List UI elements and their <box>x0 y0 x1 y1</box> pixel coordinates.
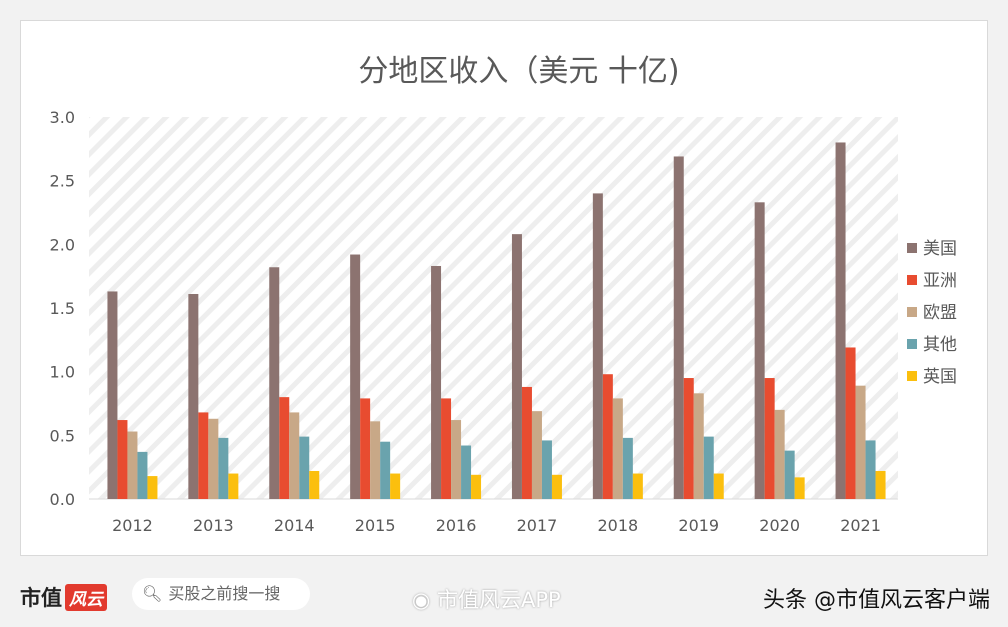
bar-2018-亚洲 <box>602 374 613 499</box>
x-tick-label: 2015 <box>355 516 396 535</box>
footer-bar: 市值 风云 🔍︎ 买股之前搜一搜 ◉ 市值风云APP 头条 @市值风云客户端 <box>0 570 1008 627</box>
x-tick-label: 2017 <box>517 516 558 535</box>
bar-2015-欧盟 <box>370 421 381 499</box>
legend-label: 英国 <box>923 367 957 387</box>
bar-2016-美国 <box>431 265 442 499</box>
x-tick-label: 2019 <box>678 516 719 535</box>
bar-2020-亚洲 <box>764 378 775 499</box>
weibo-text: 市值风云APP <box>437 588 561 612</box>
legend-swatch <box>907 307 917 317</box>
bar-2020-英国 <box>794 477 805 499</box>
bar-2019-英国 <box>713 473 724 499</box>
legend-label: 欧盟 <box>923 303 957 323</box>
bar-2014-其他 <box>299 436 310 499</box>
x-tick-label: 2020 <box>759 516 800 535</box>
logo-badge: 风云 <box>65 584 107 611</box>
search-icon: 🔍︎ <box>142 584 163 603</box>
toutiao-credit: 头条 @市值风云客户端 <box>763 588 990 613</box>
bar-2015-亚洲 <box>360 398 371 499</box>
legend-swatch <box>907 275 917 285</box>
bar-2017-美国 <box>511 234 522 499</box>
x-tick-label: 2021 <box>840 516 881 535</box>
x-tick-label: 2016 <box>436 516 477 535</box>
bar-2017-其他 <box>541 440 552 499</box>
bar-2014-欧盟 <box>289 412 300 499</box>
legend-swatch <box>907 371 917 381</box>
bar-2014-美国 <box>269 267 280 499</box>
logo-text: 市值 <box>20 586 62 610</box>
bar-2021-其他 <box>865 440 876 499</box>
y-tick-label: 2.5 <box>50 172 75 191</box>
bar-2021-欧盟 <box>855 385 866 499</box>
bar-2019-亚洲 <box>683 378 694 499</box>
bar-2019-其他 <box>703 436 714 499</box>
y-tick-label: 3.0 <box>50 108 75 127</box>
y-tick-label: 0.0 <box>50 490 75 509</box>
bar-2020-美国 <box>754 202 765 499</box>
bar-2016-亚洲 <box>441 398 452 499</box>
bar-2012-美国 <box>107 291 118 499</box>
bar-2016-英国 <box>471 474 482 499</box>
weibo-icon: ◉ <box>412 588 437 612</box>
bar-2013-美国 <box>188 293 199 499</box>
x-tick-label: 2014 <box>274 516 315 535</box>
bar-2016-欧盟 <box>451 420 462 499</box>
bar-2013-欧盟 <box>208 418 219 499</box>
bar-2021-美国 <box>835 142 846 499</box>
bar-2013-英国 <box>228 473 239 499</box>
legend-swatch <box>907 243 917 253</box>
legend-label: 美国 <box>923 239 957 259</box>
legend-label: 其他 <box>923 335 957 355</box>
search-input[interactable]: 🔍︎ 买股之前搜一搜 <box>132 578 310 610</box>
bar-2020-其他 <box>784 450 795 499</box>
bar-2015-美国 <box>350 254 361 499</box>
bar-2013-其他 <box>218 437 229 499</box>
bar-2018-其他 <box>622 437 633 499</box>
weibo-watermark: ◉ 市值风云APP <box>412 584 561 614</box>
bar-2017-欧盟 <box>531 411 542 499</box>
y-tick-label: 2.0 <box>50 235 75 254</box>
bar-chart: 分地区收入（美元 十亿) 0.0 0.5 1.0 1.5 2.0 2.5 3.0 2012 20… <box>50 54 957 535</box>
bar-2015-英国 <box>390 473 401 499</box>
bar-2018-美国 <box>592 193 603 499</box>
bar-2014-亚洲 <box>279 397 290 499</box>
bar-2016-其他 <box>461 445 472 499</box>
bar-2018-欧盟 <box>612 398 623 499</box>
x-tick-label: 2012 <box>112 516 153 535</box>
search-placeholder: 买股之前搜一搜 <box>168 584 281 603</box>
legend-label: 亚洲 <box>923 271 957 291</box>
bar-2012-欧盟 <box>127 431 138 499</box>
bar-2018-英国 <box>632 473 643 499</box>
bar-2012-英国 <box>147 476 158 499</box>
bar-2021-亚洲 <box>845 347 856 499</box>
y-tick-label: 1.0 <box>50 363 75 382</box>
bar-2017-英国 <box>551 474 562 499</box>
bar-2021-英国 <box>875 470 886 499</box>
x-tick-label: 2013 <box>193 516 234 535</box>
bar-2019-欧盟 <box>693 393 704 499</box>
bar-2014-英国 <box>309 470 320 499</box>
bar-2020-欧盟 <box>774 409 785 499</box>
bar-2015-其他 <box>380 441 391 499</box>
bar-2012-亚洲 <box>117 420 128 499</box>
y-tick-label: 1.5 <box>50 299 75 318</box>
brand-logo[interactable]: 市值 风云 <box>20 582 107 612</box>
legend-swatch <box>907 339 917 349</box>
x-tick-label: 2018 <box>597 516 638 535</box>
bar-2017-亚洲 <box>521 386 532 499</box>
bar-2012-其他 <box>137 451 148 499</box>
chart-title: 分地区收入（美元 十亿) <box>358 54 679 89</box>
bar-2019-美国 <box>673 156 684 499</box>
bar-2013-亚洲 <box>198 412 209 499</box>
y-tick-label: 0.5 <box>50 426 75 445</box>
chart-card: 分地区收入（美元 十亿) 0.0 0.5 1.0 1.5 2.0 2.5 3.0 2012 20… <box>20 20 988 556</box>
